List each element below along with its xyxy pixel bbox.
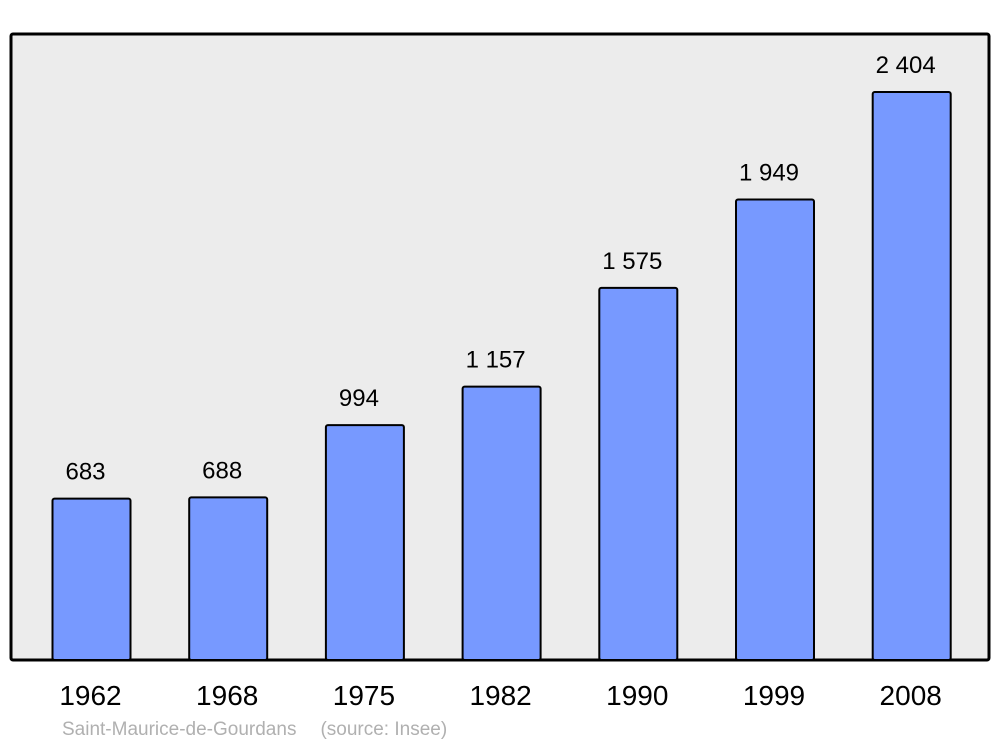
bars-group (51, 91, 952, 661)
bar-1968 (188, 496, 269, 661)
chart-caption: Saint-Maurice-de-Gourdans (source: Insee) (62, 719, 447, 741)
caption-source: (source: Insee) (320, 719, 448, 740)
value-label-2008: 2 404 (876, 52, 936, 79)
x-tick-label-1982: 1982 (469, 680, 531, 711)
x-tick-label-1990: 1990 (606, 680, 668, 711)
caption-place: Saint-Maurice-de-Gourdans (62, 719, 297, 740)
value-labels-group: 683 688 994 1 157 1 575 1 949 2 404 (65, 52, 935, 486)
value-label-1990: 1 575 (602, 248, 662, 275)
value-label-1968: 688 (202, 457, 242, 484)
value-label-1962: 683 (65, 459, 105, 486)
bar-2008 (871, 91, 952, 661)
bar-1962 (51, 497, 132, 661)
value-label-1982: 1 157 (466, 347, 526, 374)
x-tick-label-1999: 1999 (743, 680, 805, 711)
x-tick-label-1962: 1962 (59, 680, 121, 711)
x-tick-label-2008: 2008 (880, 680, 942, 711)
x-tick-label-1975: 1975 (333, 680, 395, 711)
x-tick-labels-group: 1962 1968 1975 1982 1990 1999 2008 (59, 680, 941, 711)
value-label-1975: 994 (339, 385, 379, 412)
bar-1975 (324, 424, 405, 661)
bar-1999 (735, 198, 815, 661)
value-label-1999: 1 949 (739, 160, 799, 187)
x-tick-label-1968: 1968 (196, 680, 258, 711)
bar-1982 (461, 385, 542, 661)
bar-1990 (598, 286, 679, 661)
